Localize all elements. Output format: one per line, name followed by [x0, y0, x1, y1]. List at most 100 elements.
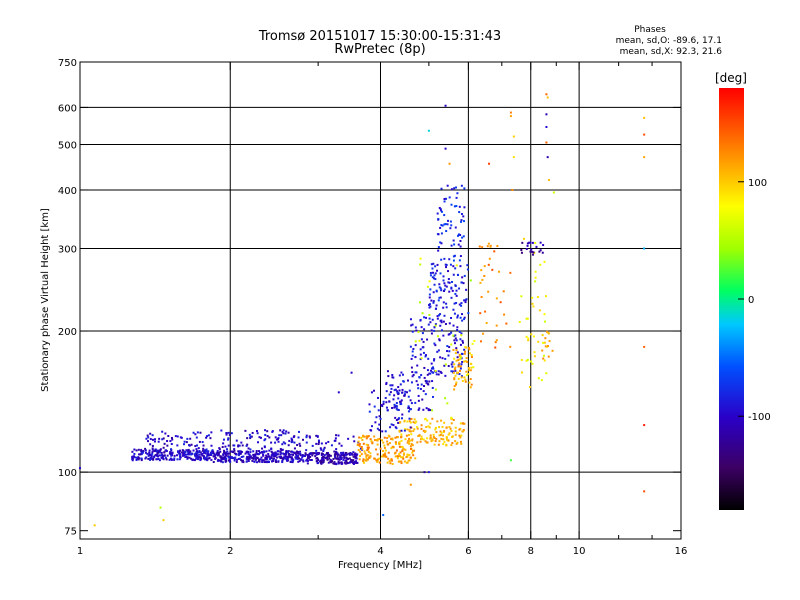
data-point: [293, 452, 296, 455]
data-point: [405, 456, 408, 459]
data-point: [210, 450, 213, 453]
data-point: [173, 458, 176, 461]
data-point: [425, 381, 428, 384]
data-point: [544, 345, 547, 348]
data-point: [256, 432, 259, 435]
data-point: [285, 450, 288, 453]
data-point: [264, 433, 267, 436]
data-point: [426, 441, 429, 444]
data-point: [397, 417, 400, 420]
data-point: [411, 354, 414, 357]
data-point: [297, 452, 300, 455]
data-point: [197, 458, 200, 461]
data-point: [333, 461, 336, 464]
data-point: [452, 259, 455, 262]
data-point: [227, 431, 230, 434]
data-point: [450, 429, 453, 432]
data-point: [539, 263, 542, 266]
data-point: [412, 454, 415, 457]
data-point: [388, 393, 391, 396]
data-point: [131, 457, 134, 460]
data-point: [315, 453, 318, 456]
data-point: [459, 338, 462, 341]
data-point: [326, 455, 329, 458]
data-point: [465, 298, 468, 301]
data-point: [264, 458, 267, 461]
data-point: [531, 302, 534, 305]
data-point: [390, 438, 393, 441]
data-point: [443, 314, 446, 317]
data-point: [447, 354, 450, 357]
data-point: [537, 340, 540, 343]
data-point: [261, 447, 264, 450]
data-point: [131, 455, 134, 458]
data-point: [262, 459, 265, 462]
data-point: [398, 389, 401, 392]
data-point: [386, 440, 389, 443]
data-point: [382, 400, 385, 403]
data-point: [196, 452, 199, 455]
data-point: [254, 453, 257, 456]
data-point: [274, 441, 277, 444]
stats-line-x: mean, sd,X: 92.3, 21.6: [620, 47, 723, 57]
data-point: [431, 371, 434, 374]
data-point: [431, 267, 434, 270]
data-point: [272, 458, 275, 461]
data-point: [439, 313, 442, 316]
data-point: [546, 156, 549, 159]
data-point: [255, 458, 258, 461]
data-point: [299, 452, 302, 455]
data-point: [365, 443, 368, 446]
data-point: [420, 437, 423, 440]
data-point: [142, 449, 145, 452]
data-point: [267, 452, 270, 455]
data-point: [370, 429, 373, 432]
data-point: [284, 432, 287, 435]
chart-subtitle: RwPretec (8p): [334, 42, 425, 57]
data-point: [509, 115, 512, 118]
data-point: [404, 448, 407, 451]
data-point: [208, 457, 211, 460]
data-point: [205, 435, 208, 438]
data-point: [255, 450, 258, 453]
data-point: [237, 457, 240, 460]
data-point: [404, 438, 407, 441]
y-tick-label: 750: [58, 58, 77, 69]
data-point: [455, 205, 458, 208]
data-point: [335, 448, 338, 451]
data-point: [299, 454, 302, 457]
data-point: [400, 436, 403, 439]
data-point: [542, 354, 545, 357]
data-point: [443, 421, 446, 424]
data-point: [410, 417, 413, 420]
data-point: [395, 418, 398, 421]
data-point: [455, 383, 458, 386]
data-point: [349, 460, 352, 463]
data-point: [333, 450, 336, 453]
data-point: [248, 455, 251, 458]
data-point: [530, 248, 533, 251]
data-point: [459, 422, 462, 425]
data-point: [193, 459, 196, 462]
data-point: [359, 447, 362, 450]
data-point: [158, 459, 161, 462]
data-point: [452, 255, 455, 258]
data-point: [412, 373, 415, 376]
data-point: [403, 429, 406, 432]
data-point: [457, 273, 460, 276]
data-point: [456, 316, 459, 319]
data-point: [391, 406, 394, 409]
data-point: [539, 249, 542, 252]
data-point: [546, 330, 549, 333]
data-point: [385, 401, 388, 404]
data-point: [439, 356, 442, 359]
data-point: [384, 396, 387, 399]
data-point: [436, 212, 439, 215]
data-point: [263, 446, 266, 449]
data-point: [299, 444, 302, 447]
data-point: [444, 104, 447, 107]
data-point: [287, 431, 290, 434]
data-point: [438, 296, 441, 299]
data-point: [386, 437, 389, 440]
data-point: [319, 459, 322, 462]
